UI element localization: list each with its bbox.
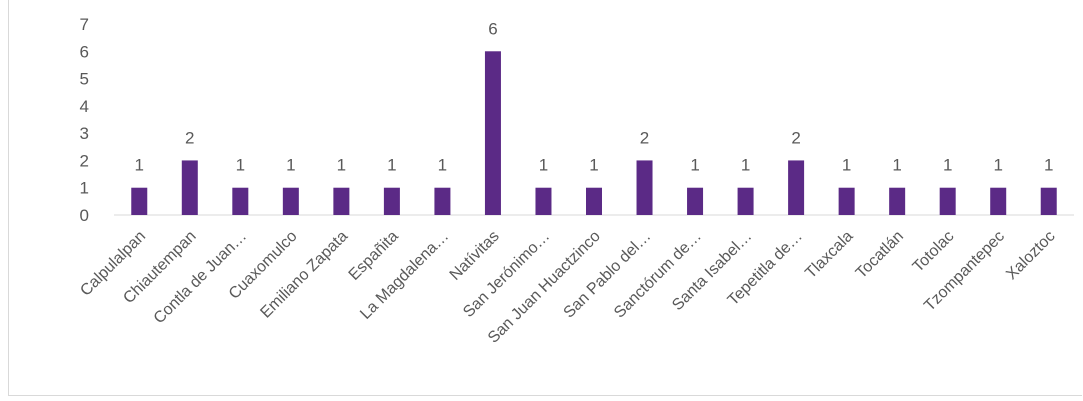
x-tick-label: San Jerónimo… — [460, 228, 553, 321]
data-label: 1 — [387, 156, 396, 175]
bar — [737, 187, 754, 215]
data-label: 1 — [438, 156, 447, 175]
bar — [434, 187, 451, 215]
data-label: 1 — [1044, 156, 1053, 175]
bar — [383, 187, 400, 215]
x-tick-label: La Magdalena… — [357, 228, 452, 323]
bar — [838, 187, 855, 215]
bar — [333, 187, 350, 215]
y-tick-label: 7 — [80, 15, 89, 34]
data-label: 1 — [135, 156, 144, 175]
x-tick-label: Xaloztoc — [1003, 228, 1058, 283]
bar — [889, 187, 906, 215]
y-axis: 0 1 2 3 4 5 6 7 — [80, 15, 89, 225]
bar — [282, 187, 299, 215]
data-label: 1 — [741, 156, 750, 175]
x-tick-label: Sanctórum de… — [611, 228, 705, 322]
data-label: 2 — [185, 128, 194, 147]
bar — [939, 187, 956, 215]
bars — [131, 51, 1057, 216]
x-tick-label: Tocatlán — [853, 228, 907, 282]
y-tick-label: 6 — [80, 42, 89, 61]
bar — [990, 187, 1007, 215]
y-tick-label: 5 — [80, 70, 89, 89]
bar — [181, 160, 198, 215]
data-label: 1 — [943, 156, 952, 175]
bar — [535, 187, 552, 215]
x-tick-label: Totolac — [910, 228, 958, 276]
data-label: 1 — [589, 156, 598, 175]
data-label: 1 — [539, 156, 548, 175]
bar — [586, 187, 602, 215]
data-label: 2 — [640, 128, 649, 147]
y-tick-label: 4 — [80, 97, 89, 116]
bar — [232, 187, 249, 215]
y-tick-label: 0 — [80, 206, 89, 225]
x-tick-label: Emiliano Zapata — [257, 228, 351, 322]
data-labels: 121 1 1 1 161 121 121 1 1 1 1 — [135, 19, 1054, 174]
bar — [1040, 187, 1057, 215]
data-label: 1 — [842, 156, 851, 175]
data-label: 1 — [286, 156, 295, 175]
data-label: 1 — [337, 156, 346, 175]
bar — [788, 160, 805, 215]
data-label: 1 — [690, 156, 699, 175]
data-label: 1 — [993, 156, 1002, 175]
data-label: 2 — [791, 128, 800, 147]
bar — [687, 187, 704, 215]
y-tick-label: 1 — [80, 179, 89, 198]
y-tick-label: 3 — [80, 124, 89, 143]
data-label: 1 — [892, 156, 901, 175]
data-label: 1 — [236, 156, 245, 175]
x-tick-label: Tlaxcala — [802, 228, 856, 282]
y-tick-label: 2 — [80, 151, 89, 170]
bar — [131, 187, 148, 215]
data-label: 6 — [488, 19, 497, 38]
bar — [636, 160, 653, 215]
x-tick-label: Contla de Juan… — [151, 228, 250, 327]
x-tick-label: San Pablo del… — [561, 228, 655, 322]
bar — [484, 51, 501, 216]
